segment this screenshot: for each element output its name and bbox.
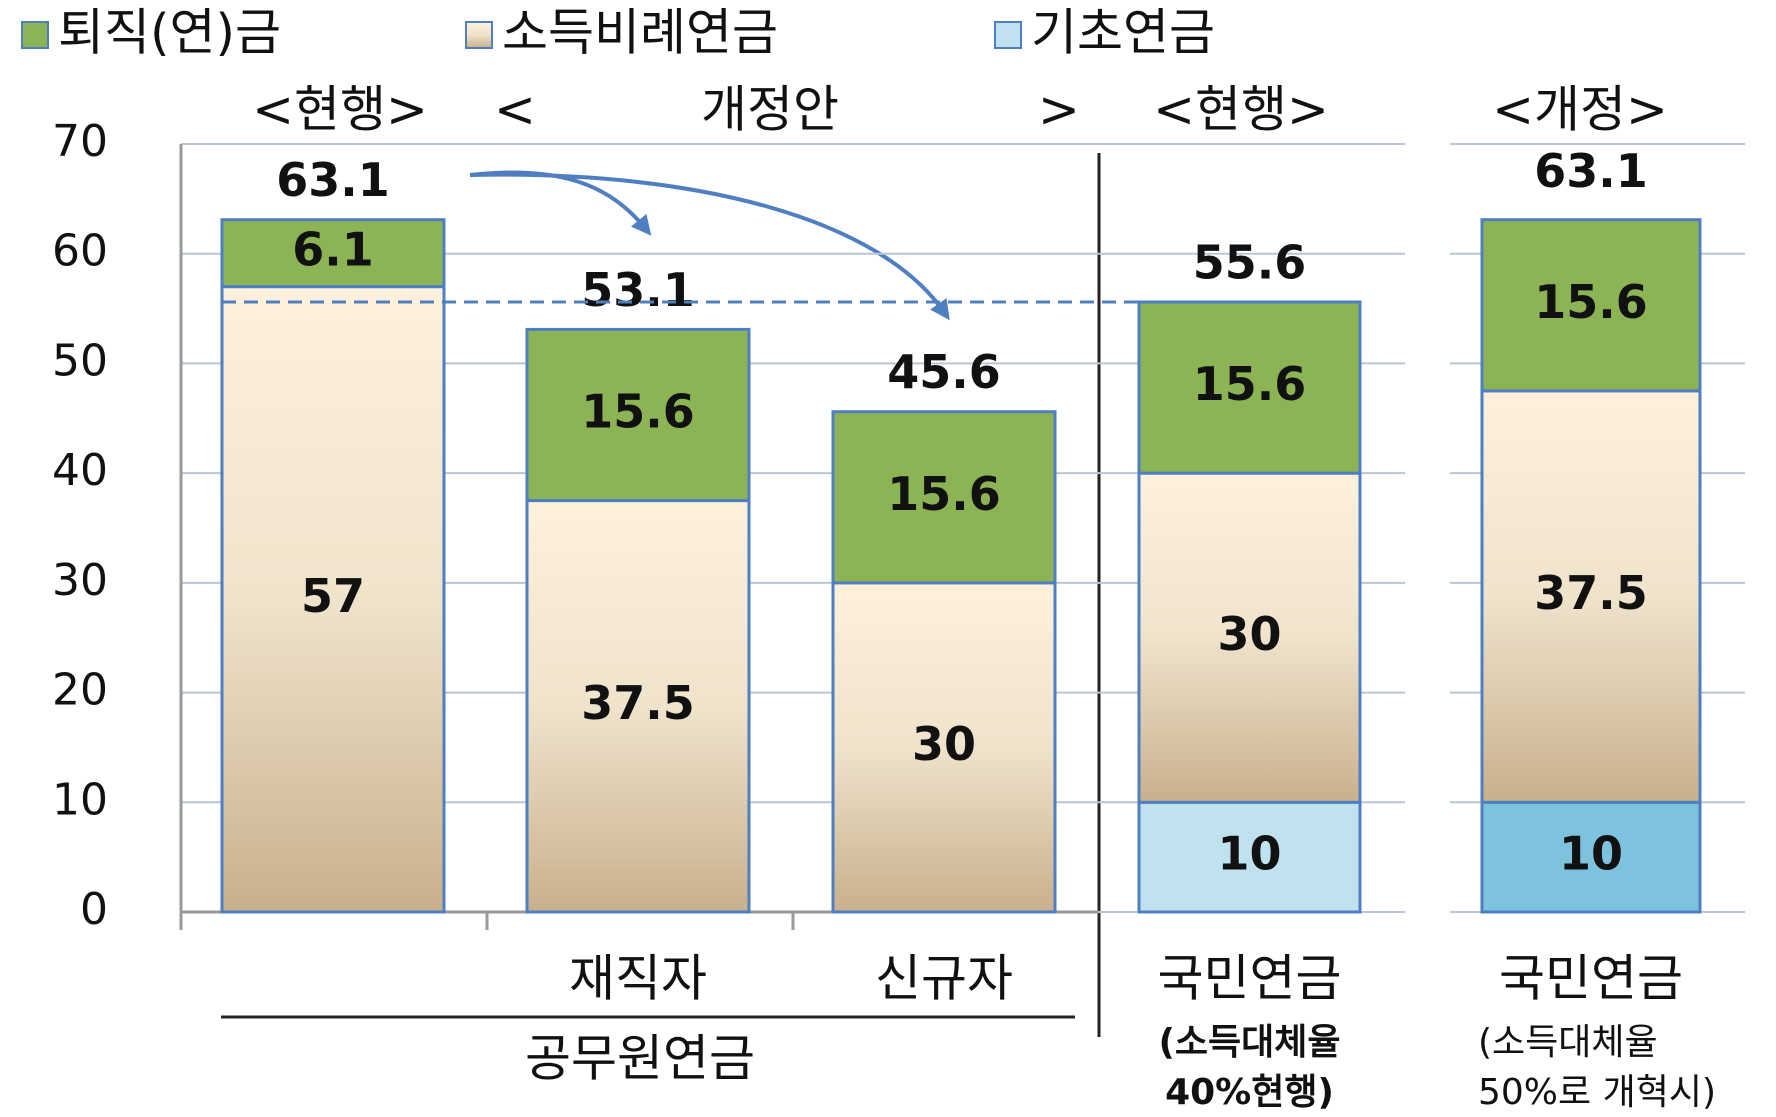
- legend-swatch: [465, 21, 493, 49]
- legend: 퇴직(연)금 소득비례연금 기초연금: [21, 4, 1215, 62]
- data-label: 57: [301, 569, 365, 623]
- bar-segment: [831, 410, 1057, 585]
- legend-label: 퇴직(연)금: [58, 4, 281, 62]
- x-tick-label: 신규자: [875, 950, 1013, 1008]
- header: >: [1038, 81, 1080, 139]
- header: <: [494, 81, 536, 139]
- header: <현행>: [252, 81, 428, 139]
- arrow: [469, 172, 950, 321]
- x-tick-label: 재직자: [569, 950, 707, 1008]
- total-label: 45.6: [887, 345, 1001, 399]
- y-tick-label: 20: [52, 665, 108, 716]
- bar-segment: [1480, 218, 1702, 393]
- header: <개정>: [1492, 81, 1668, 139]
- data-label: 30: [912, 717, 976, 771]
- data-label: 15.6: [1193, 357, 1307, 411]
- legend-swatch: [994, 21, 1022, 49]
- bar-segment: [220, 218, 446, 289]
- y-tick-label: 30: [52, 555, 108, 606]
- header: <현행>: [1153, 81, 1329, 139]
- category-note: (소득대체율: [1158, 1022, 1340, 1063]
- bar-segment: [1137, 300, 1362, 475]
- bar-segment: [1480, 800, 1702, 914]
- bar-segment: [220, 285, 446, 914]
- y-tick-label: 70: [52, 116, 108, 167]
- category-note: 40%현행): [1165, 1072, 1334, 1113]
- data-label: 15.6: [581, 384, 695, 438]
- bar-segment: [831, 581, 1057, 914]
- data-label: 10: [1559, 827, 1623, 881]
- data-label: 10: [1217, 827, 1281, 881]
- x-tick-label: 국민연금: [1499, 950, 1683, 1008]
- data-label: 30: [1217, 607, 1281, 661]
- total-label: 63.1: [1534, 144, 1648, 198]
- legend-label: 소득비례연금: [502, 4, 778, 62]
- header: 개정안: [701, 81, 839, 139]
- group-label: 공무원연금: [525, 1030, 755, 1088]
- bar-segment: [1137, 800, 1362, 914]
- data-label: 6.1: [292, 223, 374, 277]
- category-note: (소득대체율: [1478, 1022, 1658, 1063]
- y-tick-label: 50: [52, 335, 108, 386]
- y-tick-label: 40: [52, 445, 108, 496]
- data-label: 15.6: [1534, 275, 1648, 329]
- y-tick-label: 0: [80, 884, 108, 935]
- y-tick-label: 60: [52, 226, 108, 277]
- y-tick-label: 10: [52, 774, 108, 825]
- total-label: 53.1: [581, 263, 695, 317]
- total-label: 55.6: [1193, 235, 1307, 289]
- bar-segment: [1137, 471, 1362, 804]
- bar-segment: [525, 327, 751, 503]
- legend-swatch: [21, 21, 49, 49]
- data-label: 15.6: [887, 467, 1001, 521]
- data-label: 37.5: [581, 676, 695, 730]
- legend-label: 기초연금: [1031, 4, 1215, 62]
- data-label: 37.5: [1534, 566, 1648, 620]
- category-note: 50%로 개혁시): [1478, 1072, 1716, 1113]
- x-tick-label: 국민연금: [1158, 950, 1342, 1008]
- total-label: 63.1: [276, 153, 390, 207]
